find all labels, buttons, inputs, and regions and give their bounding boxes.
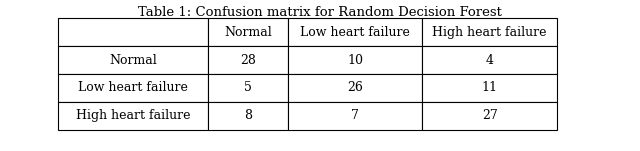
Text: Normal: Normal	[224, 26, 272, 39]
Text: 26: 26	[348, 81, 363, 95]
Text: Normal: Normal	[109, 53, 157, 67]
Text: 11: 11	[481, 81, 497, 95]
Text: Low heart failure: Low heart failure	[78, 81, 188, 95]
Text: 5: 5	[244, 81, 252, 95]
Bar	[58, 18, 208, 46]
Bar	[58, 74, 208, 102]
Bar	[288, 102, 422, 130]
Text: High heart failure: High heart failure	[433, 26, 547, 39]
Bar	[208, 46, 288, 74]
Text: 4: 4	[486, 53, 493, 67]
Bar	[422, 46, 557, 74]
Bar	[58, 102, 208, 130]
Text: Table 1: Confusion matrix for Random Decision Forest: Table 1: Confusion matrix for Random Dec…	[138, 6, 502, 19]
Bar	[422, 74, 557, 102]
Text: Low heart failure: Low heart failure	[300, 26, 410, 39]
Bar	[208, 18, 288, 46]
Text: 8: 8	[244, 109, 252, 122]
Bar	[288, 46, 422, 74]
Text: 10: 10	[347, 53, 363, 67]
Text: 28: 28	[240, 53, 256, 67]
Bar	[422, 18, 557, 46]
Bar	[288, 18, 422, 46]
Bar	[208, 74, 288, 102]
Text: High heart failure: High heart failure	[76, 109, 190, 122]
Text: 27: 27	[482, 109, 497, 122]
Bar	[288, 74, 422, 102]
Text: 7: 7	[351, 109, 359, 122]
Bar	[422, 102, 557, 130]
Bar	[58, 46, 208, 74]
Bar	[208, 102, 288, 130]
